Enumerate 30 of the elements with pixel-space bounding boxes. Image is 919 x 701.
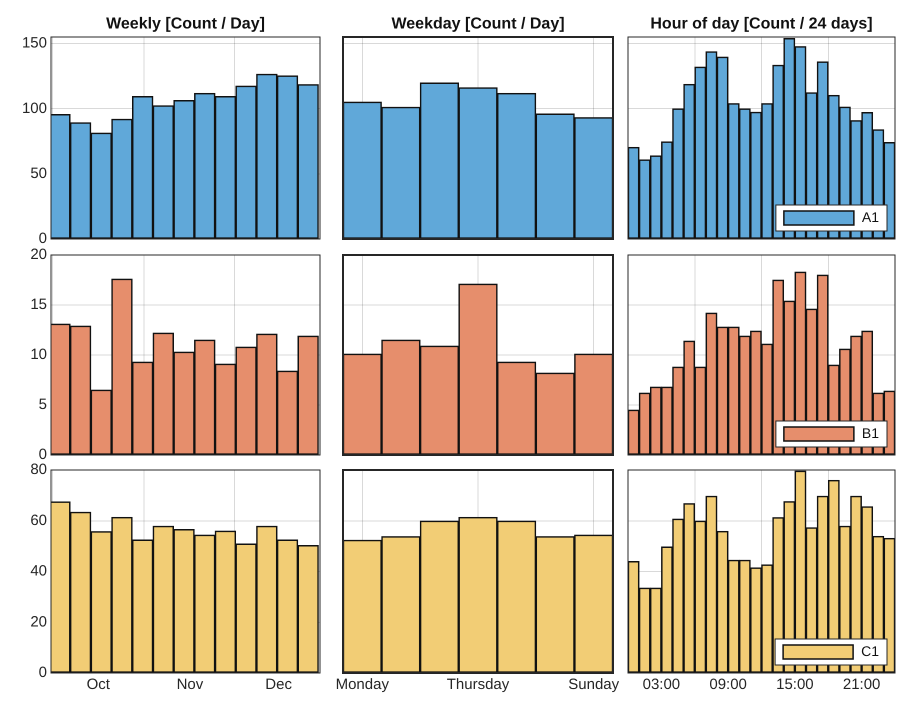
x-tick-label: 21:00	[842, 676, 880, 694]
y-tick-label: 80	[30, 461, 47, 478]
x-tick-label: Oct	[86, 676, 111, 694]
legend-label: B1	[862, 424, 880, 441]
chart-title: Hour of day [Count / 24 days]	[650, 15, 873, 32]
y-tick-label: 0	[38, 664, 47, 682]
y-tick-label: 100	[22, 100, 47, 117]
y-tick-label: 60	[30, 512, 47, 529]
x-tick-label: Dec	[265, 676, 292, 694]
chart-title: Weekday [Count / Day]	[391, 15, 565, 32]
y-tick-label: 15	[30, 296, 47, 314]
x-tick-label: Thursday	[446, 676, 510, 694]
y-tick-label: 10	[30, 346, 47, 364]
x-tick-label: 15:00	[776, 676, 814, 694]
x-tick-label: Sunday	[568, 676, 620, 694]
x-tick-label: 03:00	[642, 676, 680, 694]
legend-label: A1	[862, 208, 880, 225]
x-tick-label: Monday	[336, 676, 390, 694]
y-tick-label: 50	[30, 164, 47, 182]
y-tick-label: 150	[22, 34, 47, 52]
x-tick-label: 09:00	[709, 676, 747, 694]
y-tick-label: 0	[38, 230, 47, 248]
y-tick-label: 20	[30, 613, 47, 630]
y-tick-label: 40	[30, 562, 47, 580]
legend-label: C1	[861, 642, 880, 659]
y-tick-label: 0	[38, 446, 47, 464]
y-tick-label: 5	[38, 396, 47, 414]
y-tick-label: 20	[30, 246, 47, 264]
chart-title: Weekly [Count / Day]	[106, 15, 265, 32]
x-tick-label: Nov	[176, 676, 204, 694]
